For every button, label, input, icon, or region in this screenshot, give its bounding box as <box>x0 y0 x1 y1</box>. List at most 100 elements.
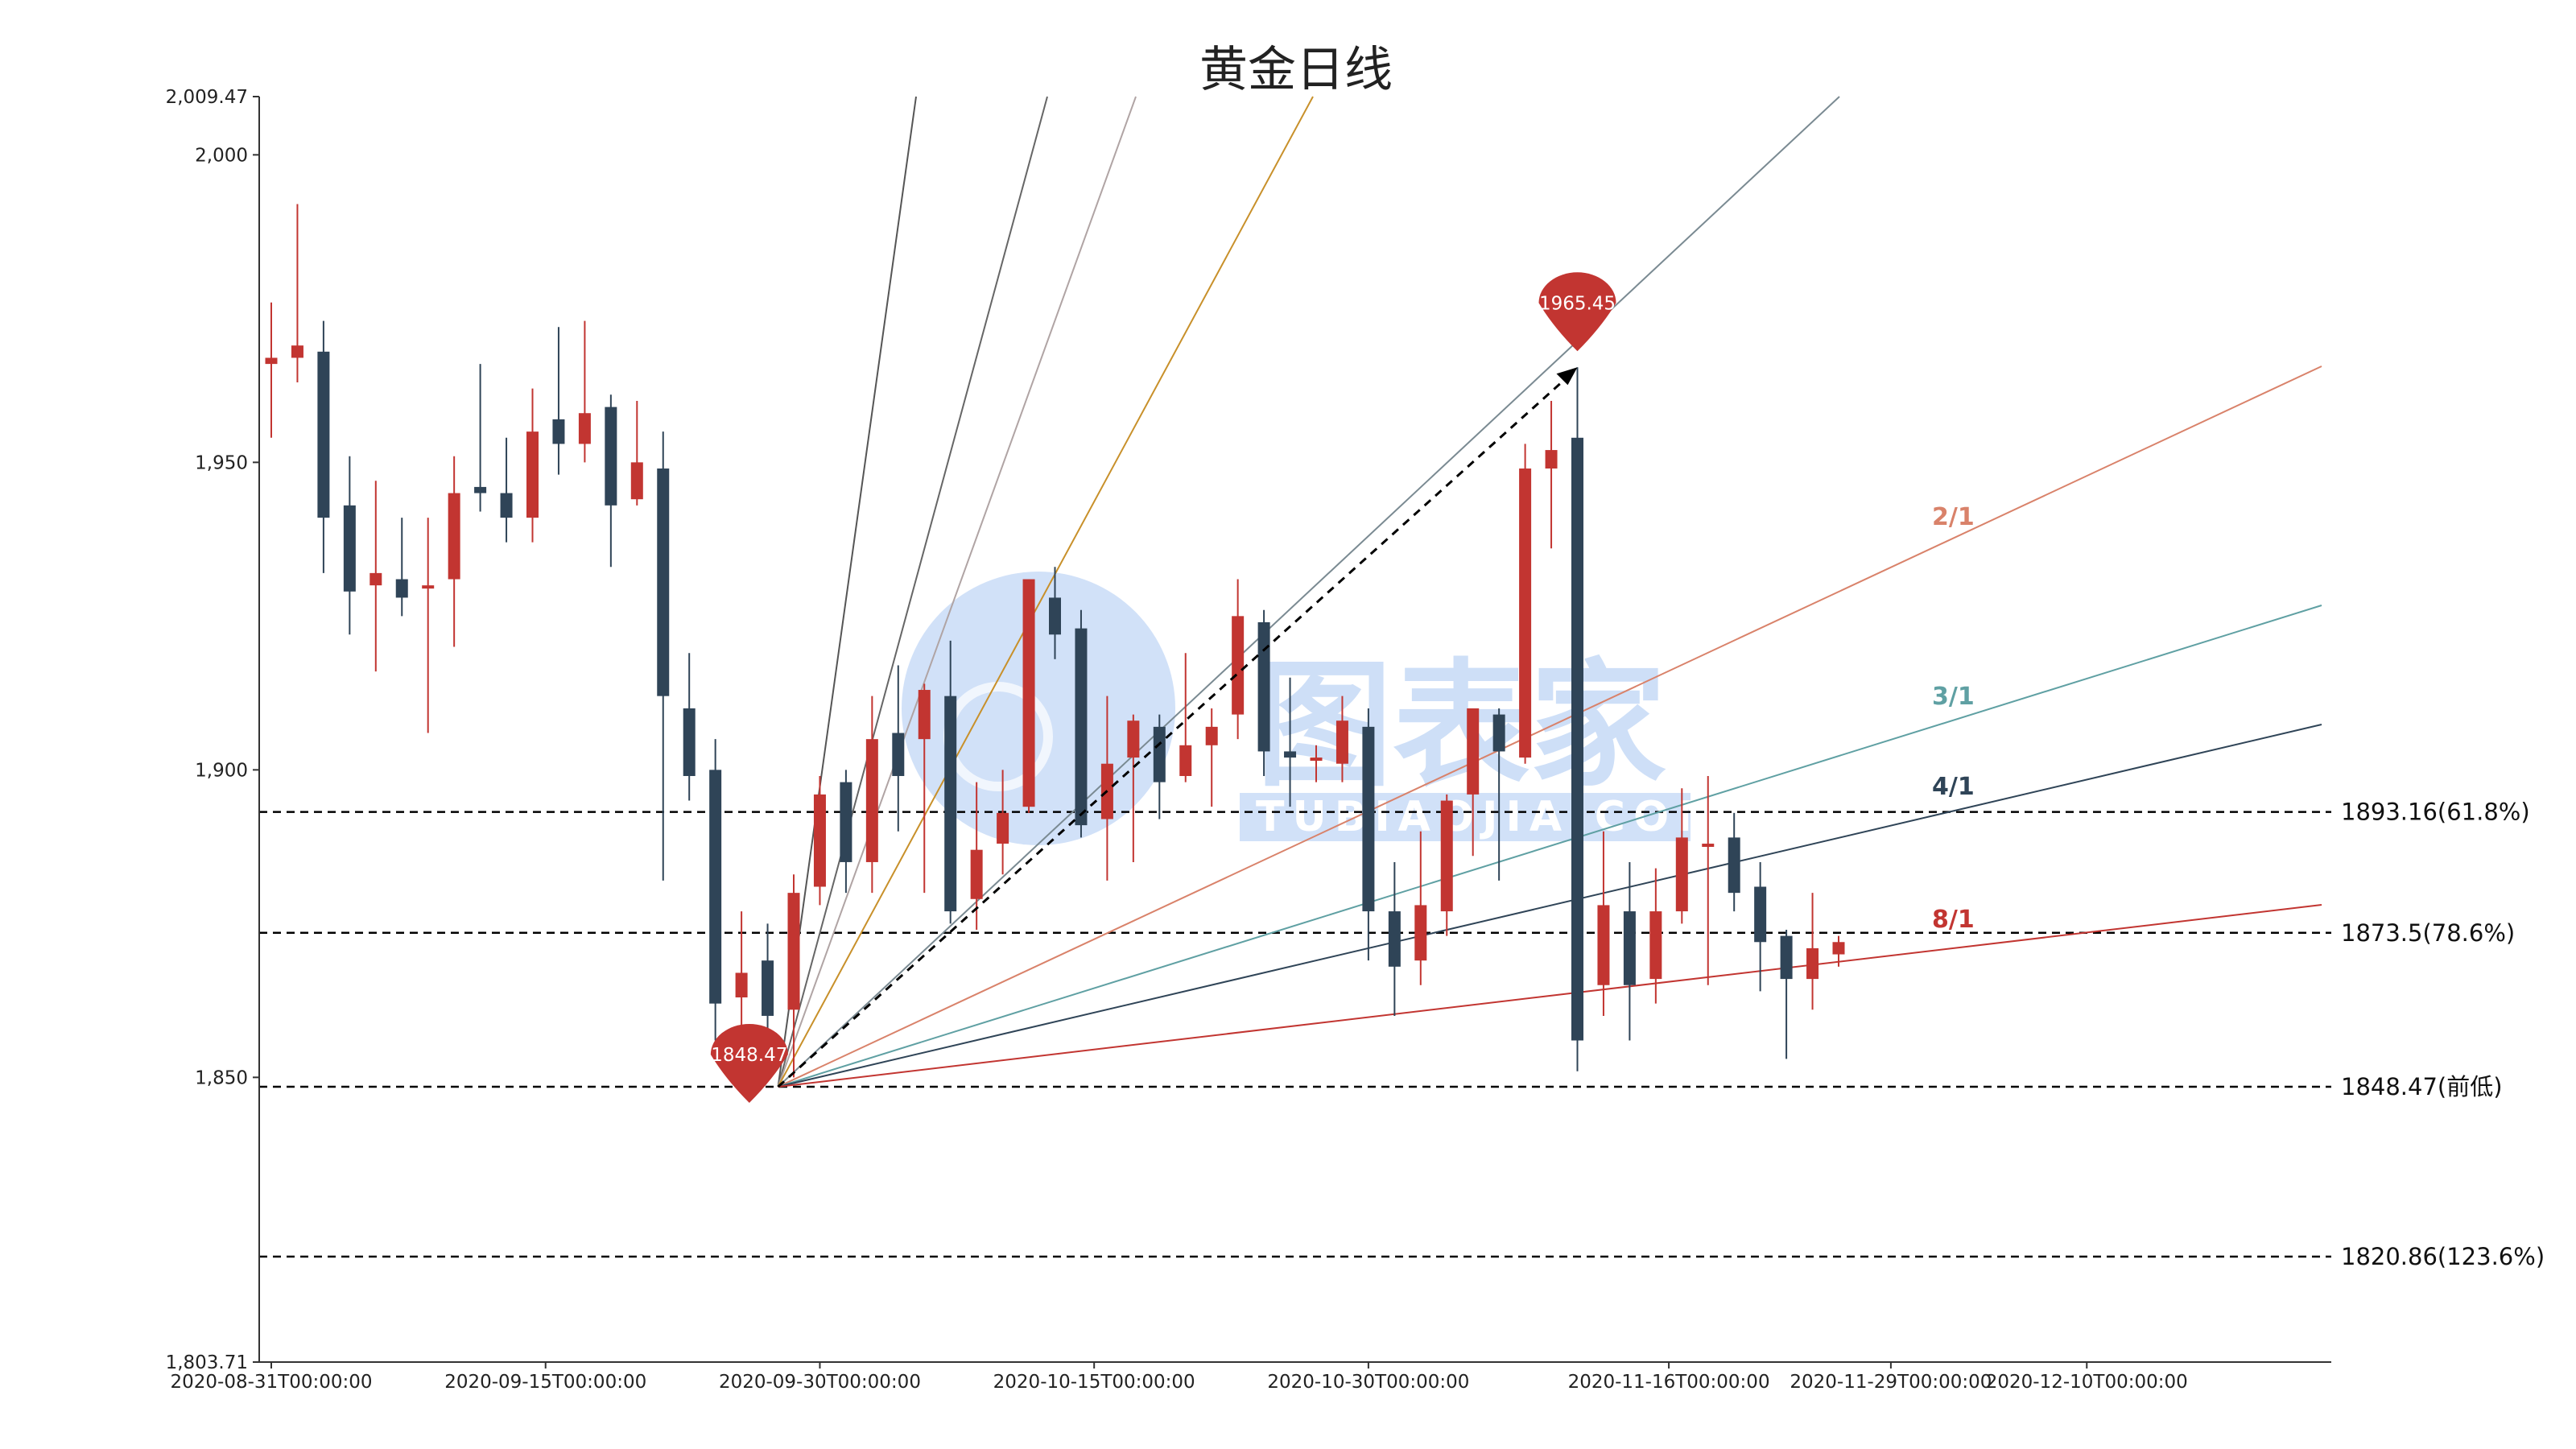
fan-line <box>777 96 1840 1088</box>
candle <box>997 770 1009 875</box>
level-label: 1893.16(61.8%) <box>2341 799 2530 826</box>
fan-line <box>777 96 1137 1088</box>
candle <box>709 739 722 1041</box>
x-tick-label: 2020-08-31T00:00:00 <box>170 1372 372 1393</box>
candle-body <box>369 572 382 586</box>
candle <box>944 640 957 924</box>
candle-body <box>317 351 330 518</box>
price-pin: 1848.47 <box>710 1024 788 1104</box>
candle-body <box>1467 708 1480 795</box>
candle-body <box>448 493 460 580</box>
fan-line <box>777 96 917 1088</box>
fan-ratio-label: 2/1 <box>1932 503 1975 531</box>
candle <box>1362 708 1375 961</box>
candle <box>1414 831 1427 985</box>
candle-body <box>578 413 591 444</box>
candle-body <box>1257 621 1270 752</box>
y-tick-label: 1,850 <box>195 1067 248 1088</box>
gann-fan-lines <box>777 96 2322 1088</box>
candle <box>892 665 905 832</box>
candle <box>291 204 303 383</box>
candle <box>813 775 826 906</box>
candle-body <box>1310 758 1323 762</box>
candle <box>1127 714 1140 862</box>
candle <box>526 388 539 543</box>
y-tick-label: 1,803.71 <box>166 1352 248 1373</box>
fan-line <box>777 96 1048 1088</box>
candle <box>1310 745 1323 782</box>
candle-body <box>787 893 800 1010</box>
candle <box>683 653 696 801</box>
y-tick-label: 1,950 <box>195 452 248 473</box>
candle-body <box>1205 726 1218 745</box>
candle-body <box>1806 947 1819 980</box>
candle <box>762 923 774 1029</box>
candle-body <box>1049 597 1061 635</box>
fan-line <box>778 365 2322 1088</box>
candle-body <box>1335 720 1348 764</box>
x-tick-label: 2020-10-15T00:00:00 <box>993 1372 1195 1393</box>
candle-body <box>1492 714 1505 752</box>
pin-label: 1848.47 <box>711 1045 787 1066</box>
candle <box>1545 400 1558 549</box>
chart-title: 黄金日线 <box>1199 42 1393 98</box>
candle <box>918 683 931 894</box>
candle-body <box>865 739 878 862</box>
candle-body <box>1780 935 1793 980</box>
level-label: 1873.5(78.6%) <box>2341 919 2515 947</box>
candle <box>422 518 435 733</box>
y-tick-label: 1,900 <box>195 760 248 781</box>
candle <box>865 696 878 894</box>
watermark-text: 图表家 <box>1256 646 1666 806</box>
candle <box>395 518 408 617</box>
candle-body <box>970 849 983 899</box>
candle <box>605 394 617 568</box>
candle-body <box>1728 837 1740 894</box>
candle-body <box>1179 745 1192 776</box>
x-tick-label: 2020-10-30T00:00:00 <box>1267 1372 1469 1393</box>
candle <box>1232 579 1245 740</box>
candle-body <box>552 419 565 444</box>
candle-body <box>1832 942 1845 955</box>
candle-body <box>657 468 670 696</box>
candle <box>630 400 643 506</box>
candle <box>1284 677 1297 807</box>
x-tick-label: 2020-09-30T00:00:00 <box>719 1372 921 1393</box>
fan-line <box>778 605 2322 1088</box>
candle <box>1754 861 1767 992</box>
fan-line <box>778 904 2322 1088</box>
candle-body <box>1702 844 1715 848</box>
candle-body <box>1153 726 1166 782</box>
pin-label: 1965.45 <box>1539 293 1616 314</box>
candle <box>552 327 565 475</box>
fan-ratio-label: 3/1 <box>1932 683 1975 711</box>
candle-body <box>630 462 643 500</box>
candle-body <box>265 357 278 365</box>
pin-shape <box>1538 272 1616 352</box>
fan-line <box>777 96 1314 1088</box>
candle <box>970 782 983 930</box>
candle <box>1702 775 1715 985</box>
candle-body <box>1623 911 1636 985</box>
candle <box>1022 579 1035 813</box>
candle-body <box>291 345 303 358</box>
candle-body <box>343 505 356 592</box>
candle <box>1806 893 1819 1010</box>
pin-shape <box>710 1024 788 1104</box>
candle-body <box>500 493 513 518</box>
candle-body <box>918 690 931 740</box>
candle <box>1257 609 1270 776</box>
fan-ratio-label: 8/1 <box>1932 906 1975 934</box>
x-tick-label: 2020-11-16T00:00:00 <box>1568 1372 1770 1393</box>
y-tick-label: 2,009.47 <box>166 87 248 108</box>
candle-body <box>1388 911 1401 967</box>
candle-body <box>1597 905 1610 985</box>
candle <box>1728 812 1740 912</box>
candle-body <box>1284 751 1297 758</box>
candle <box>1623 861 1636 1041</box>
candle-body <box>1440 800 1453 912</box>
candle <box>657 431 670 881</box>
candle <box>1179 653 1192 782</box>
candle <box>1388 861 1401 1016</box>
candle-body <box>1232 616 1245 715</box>
